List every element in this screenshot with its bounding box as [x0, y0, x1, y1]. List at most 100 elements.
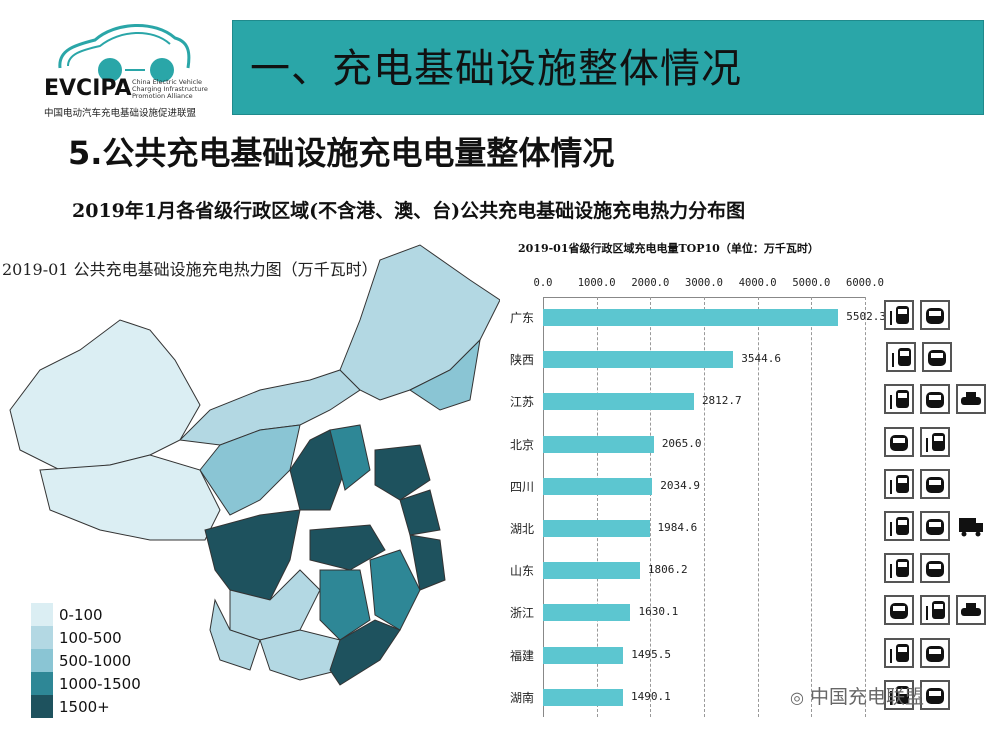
map-region — [204, 509, 301, 601]
legend-item: 500-1000 — [31, 649, 131, 672]
gridline — [650, 297, 652, 717]
vehicle-icons — [884, 595, 986, 626]
bus-icon — [884, 511, 914, 541]
category-label: 广东 — [510, 311, 535, 325]
value-label: 2034.9 — [660, 478, 700, 492]
banner-title: 一、充电基础设施整体情况 — [250, 46, 742, 92]
bus-icon — [884, 637, 914, 668]
section-title: 5.公共充电基础设施充电电量整体情况 — [68, 134, 615, 172]
china-heat-map — [9, 244, 500, 686]
bar — [543, 309, 839, 326]
vehicle-icons — [886, 342, 952, 373]
map-region — [199, 424, 301, 516]
car-icon — [920, 300, 950, 330]
bus-icon — [884, 553, 914, 584]
legend-item: 1000-1500 — [31, 672, 141, 695]
logo-english-3: Promotion Alliance — [132, 92, 193, 100]
legend-label: 500-1000 — [59, 651, 132, 670]
value-label: 1630.1 — [638, 605, 679, 619]
category-label: 陕西 — [510, 353, 535, 368]
car-icon — [920, 553, 950, 584]
car-logo-icon — [58, 24, 191, 82]
car-icon — [920, 511, 950, 541]
car-icon — [920, 637, 950, 668]
category-label: 湖南 — [510, 690, 535, 705]
bus-icon — [886, 342, 916, 373]
gridline — [596, 297, 598, 717]
map-region — [399, 489, 441, 536]
legend-label: 1000-1500 — [59, 674, 141, 693]
category-label: 福建 — [510, 648, 535, 663]
value-label: 1495.5 — [631, 647, 671, 661]
map-region — [329, 619, 401, 686]
category-label: 北京 — [510, 437, 535, 452]
vehicle-icons — [884, 637, 950, 668]
bus-icon — [884, 679, 914, 710]
map-region — [409, 338, 481, 411]
legend-item: 1500+ — [31, 695, 110, 718]
bus-icon — [884, 468, 914, 499]
map-title: 2019-01 公共充电基础设施充电热力图（万千瓦时） — [2, 260, 378, 279]
category-label: 湖北 — [510, 522, 535, 536]
x-tick-label: 0.0 — [533, 277, 553, 289]
category-label: 浙江 — [510, 606, 535, 621]
vehicle-icons — [884, 679, 950, 710]
value-label: 2812.7 — [701, 394, 742, 408]
car-icon — [884, 426, 914, 457]
bar — [543, 688, 623, 706]
map-region — [39, 454, 221, 541]
taxi-icon — [956, 384, 986, 415]
map-region — [339, 244, 500, 401]
vehicle-icons — [884, 511, 986, 541]
category-label: 四川 — [510, 479, 535, 494]
title-banner — [232, 20, 984, 115]
bar — [543, 393, 694, 411]
subtitle: 2019年1月各省级行政区域(不含港、澳、台)公共充电基础设施充电热力分布图 — [72, 200, 746, 222]
legend-item: 0-100 — [31, 603, 103, 626]
bar — [543, 562, 640, 580]
category-label: 江苏 — [510, 395, 535, 410]
logo-english-2: Charging Infrastructure — [132, 85, 208, 93]
logo-english-1: China Electric Vehicle — [132, 78, 203, 86]
map-region — [369, 549, 421, 631]
legend-swatch — [31, 695, 53, 718]
legend-label: 0-100 — [59, 605, 103, 624]
watermark: ◎ 中国充电联盟 — [790, 682, 924, 709]
vehicle-icons — [884, 553, 950, 584]
bus-icon — [920, 426, 950, 457]
bar — [543, 435, 654, 453]
gridline — [757, 297, 759, 717]
category-label: 山东 — [510, 564, 535, 579]
bar — [543, 477, 653, 495]
bus-icon — [884, 384, 914, 415]
car-icon — [922, 342, 952, 373]
bus-icon — [884, 300, 914, 330]
x-tick-label: 1000.0 — [577, 277, 616, 289]
map-region — [309, 524, 386, 571]
vehicle-icons — [884, 426, 950, 457]
value-label: 3544.6 — [741, 352, 781, 366]
value-label: 1984.6 — [657, 521, 698, 534]
x-tick-label: 2000.0 — [631, 277, 670, 289]
gridline — [811, 297, 813, 717]
bar — [543, 646, 624, 664]
bar — [543, 520, 650, 537]
bus-icon — [920, 595, 950, 626]
bar — [543, 604, 631, 622]
gridline — [704, 297, 705, 717]
bar — [543, 351, 734, 369]
watermark-text: 中国充电联盟 — [810, 686, 925, 708]
car-icon — [884, 595, 914, 626]
car-icon — [920, 384, 950, 415]
car-icon — [920, 679, 950, 710]
logo-chinese: 中国电动汽车充电基础设施促进联盟 — [44, 108, 197, 119]
legend-swatch — [31, 603, 53, 626]
y-axis-line — [543, 297, 544, 717]
map-region — [319, 569, 371, 641]
vehicle-icons — [884, 468, 950, 499]
x-tick-label: 6000.0 — [846, 277, 884, 289]
value-label: 1490.1 — [630, 689, 671, 703]
truck-icon — [956, 511, 986, 541]
map-region — [409, 534, 446, 591]
